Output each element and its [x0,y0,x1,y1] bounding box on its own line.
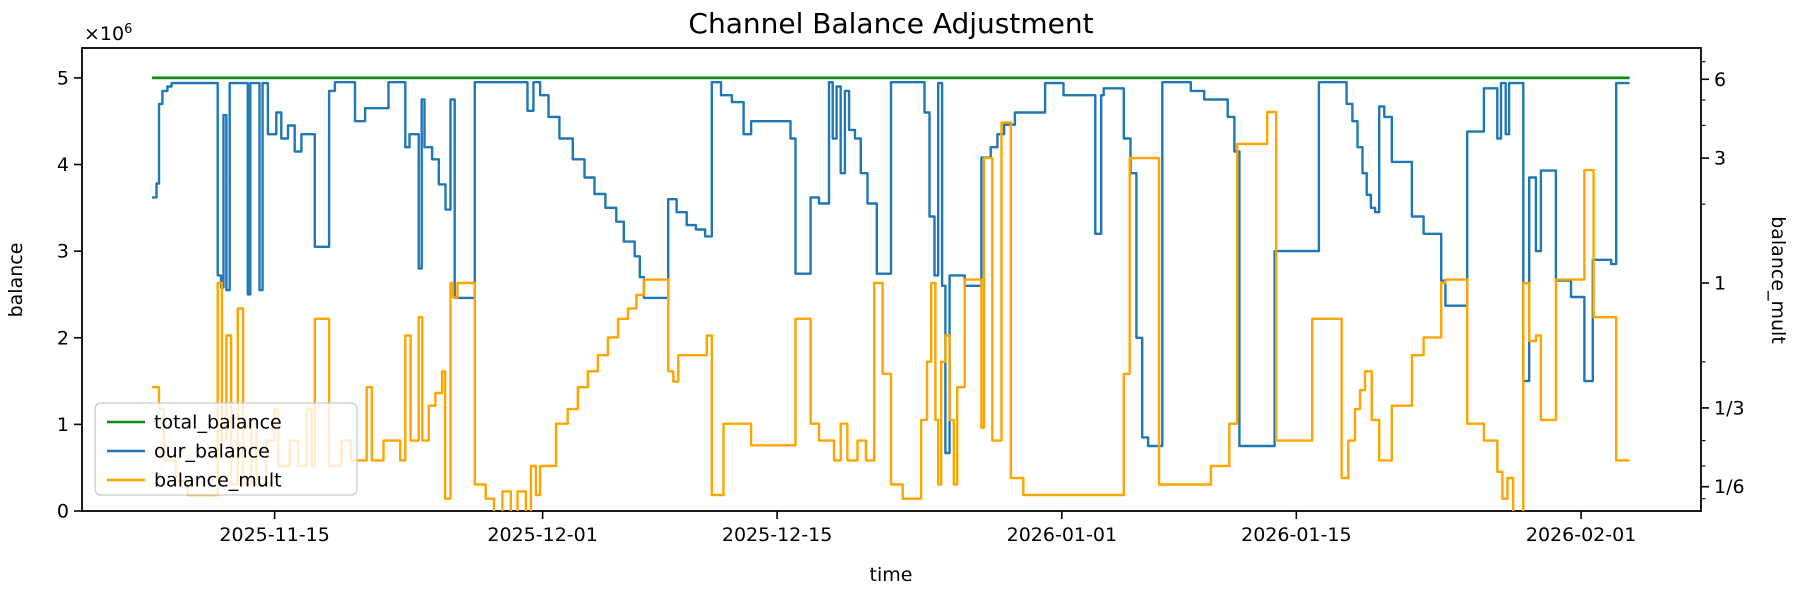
chart-title: Channel Balance Adjustment [688,7,1093,40]
legend-label-balance_mult: balance_mult [154,470,282,492]
y-right-tick-label: 3 [1714,148,1726,170]
y-left-tick-label: 1 [57,414,69,436]
legend-box [94,402,358,496]
legend-label-our_balance: our_balance [154,441,270,463]
series-our_balance [152,81,1630,455]
y-axis-left-label: balance [5,243,27,318]
x-tick-label: 2026-01-15 [1241,524,1351,546]
y-axis-offset-text: ×106 [84,22,132,45]
y-left-tick-label: 2 [57,327,69,349]
x-tick-label: 2025-12-15 [722,524,832,546]
plot-border [81,47,1702,512]
x-tick-label: 2026-01-01 [1007,524,1117,546]
y-right-tick-label: 1/3 [1714,397,1745,419]
y-axis-right-label: balance_mult [1767,216,1789,344]
x-tick-label: 2025-12-01 [487,524,597,546]
y-left-tick-label: 5 [57,67,69,89]
y-left-tick-label: 3 [57,241,69,263]
axes-ticks: 2025-11-15 2025-12-01 2025-12-15 2026-01-01… [57,61,1745,546]
y-right-tick-label: 6 [1714,69,1726,91]
x-axis-label: time [870,564,913,586]
y-right-tick-label: 1/6 [1714,476,1745,498]
y-left-tick-label: 4 [57,154,69,176]
legend: total_balance our_balance balance_mult [94,402,358,496]
y-left-tick-label: 0 [57,501,69,523]
y-right-tick-label: 1 [1714,273,1726,295]
x-tick-label: 2026-02-01 [1526,524,1636,546]
x-tick-label: 2025-11-15 [219,524,329,546]
plot-area [152,76,1630,511]
legend-label-total_balance: total_balance [154,412,282,434]
